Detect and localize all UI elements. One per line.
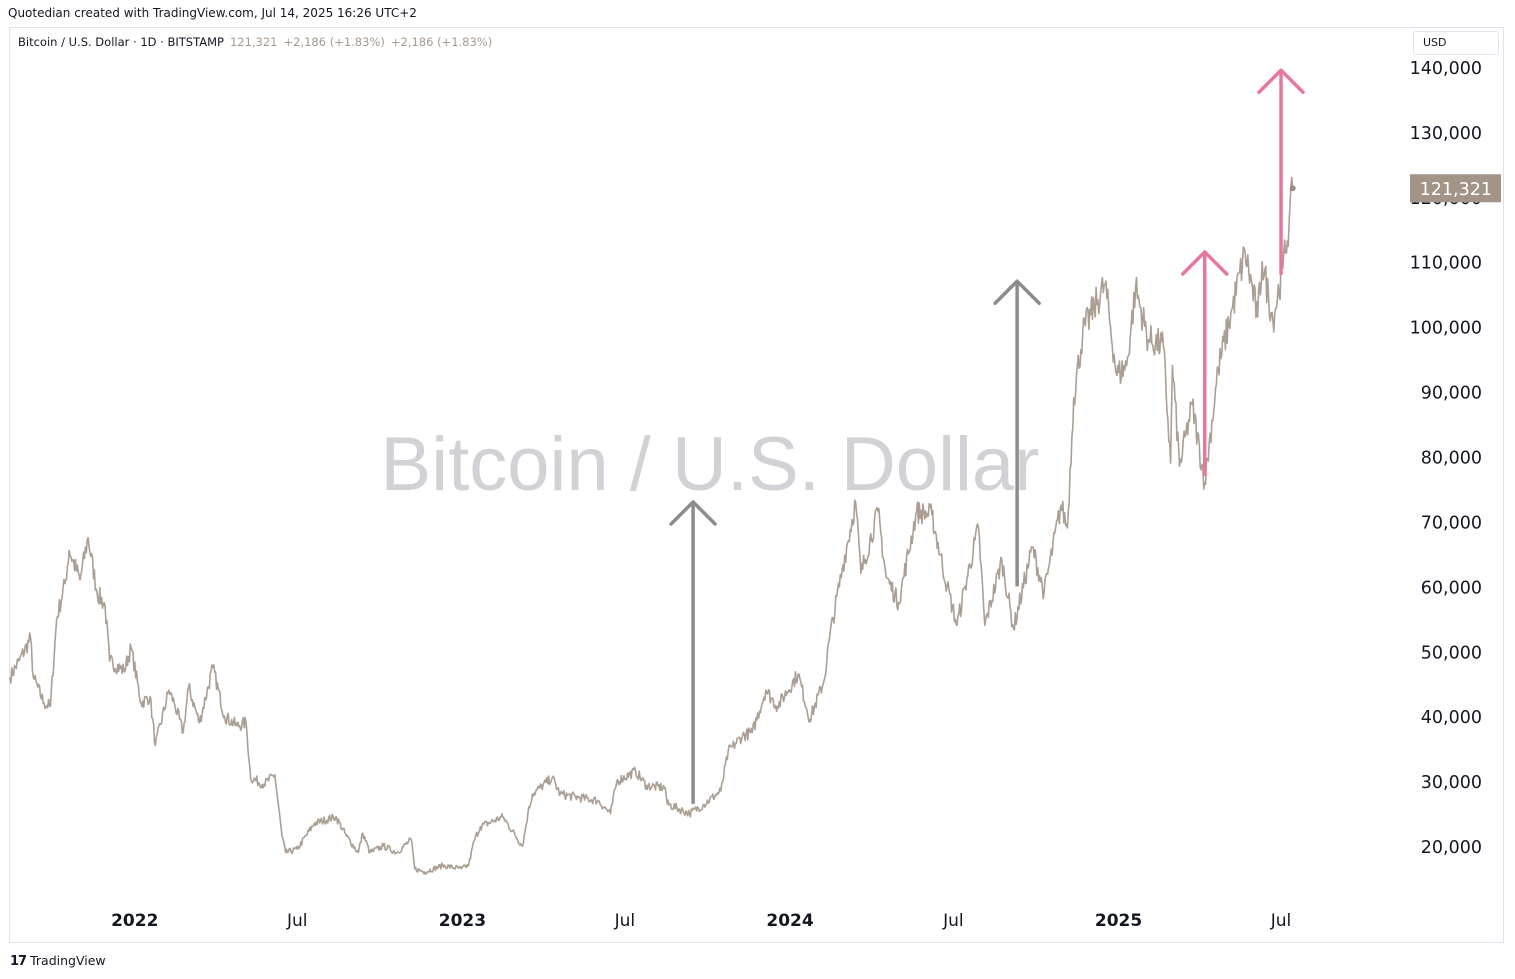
x-tick-label: Jul: [1270, 911, 1292, 931]
x-tick-label: 2022: [111, 911, 158, 931]
symbol-legend[interactable]: Bitcoin / U.S. Dollar · 1D · BITSTAMP 121…: [18, 35, 492, 49]
last-price-badge-label: 121,321: [1420, 180, 1492, 200]
y-tick-label: 30,000: [1421, 773, 1482, 793]
x-tick-label: Jul: [286, 911, 308, 931]
y-tick-label: 130,000: [1410, 124, 1482, 144]
brand-label: TradingView: [30, 953, 106, 968]
chart-watermark: Bitcoin / U.S. Dollar: [381, 422, 1040, 507]
y-tick-label: 40,000: [1421, 708, 1482, 728]
last-price-badge: [1410, 174, 1501, 203]
x-tick-label: Jul: [942, 911, 964, 931]
chart-frame: [9, 27, 1504, 943]
annotation-arrow-head: [993, 279, 1041, 305]
tradingview-logo-icon: 17: [10, 954, 27, 969]
x-tick-label: Jul: [614, 911, 636, 931]
annotation-arrow-head: [1180, 250, 1229, 276]
legend-change: +2,186 (+1.83%): [283, 35, 385, 49]
currency-button[interactable]: USD: [1413, 31, 1499, 55]
x-tick-label: 2024: [766, 911, 813, 931]
y-tick-label: 20,000: [1421, 838, 1482, 858]
tradingview-brand[interactable]: 17 TradingView: [10, 953, 106, 969]
attribution-text: Quotedian created with TradingView.com, …: [8, 6, 417, 20]
y-tick-label: 110,000: [1410, 254, 1482, 274]
x-tick-label: 2023: [439, 911, 486, 931]
y-tick-label: 140,000: [1410, 59, 1482, 79]
y-tick-label: 80,000: [1421, 449, 1482, 469]
last-price-dot: [1289, 185, 1296, 192]
y-tick-label: 70,000: [1421, 513, 1482, 533]
annotation-arrow-head: [1257, 68, 1305, 94]
x-tick-label: 2025: [1095, 911, 1142, 931]
y-tick-label: 100,000: [1410, 319, 1482, 339]
annotation-arrow-head: [669, 500, 717, 526]
y-tick-label: 50,000: [1421, 643, 1482, 663]
price-line: [9, 176, 1294, 875]
y-tick-label: 90,000: [1421, 384, 1482, 404]
y-tick-label: 60,000: [1421, 578, 1482, 598]
legend-change-percent: +2,186 (+1.83%): [390, 35, 493, 49]
legend-price: 121,321: [229, 35, 278, 49]
symbol-title: Bitcoin / U.S. Dollar · 1D · BITSTAMP: [18, 35, 224, 49]
